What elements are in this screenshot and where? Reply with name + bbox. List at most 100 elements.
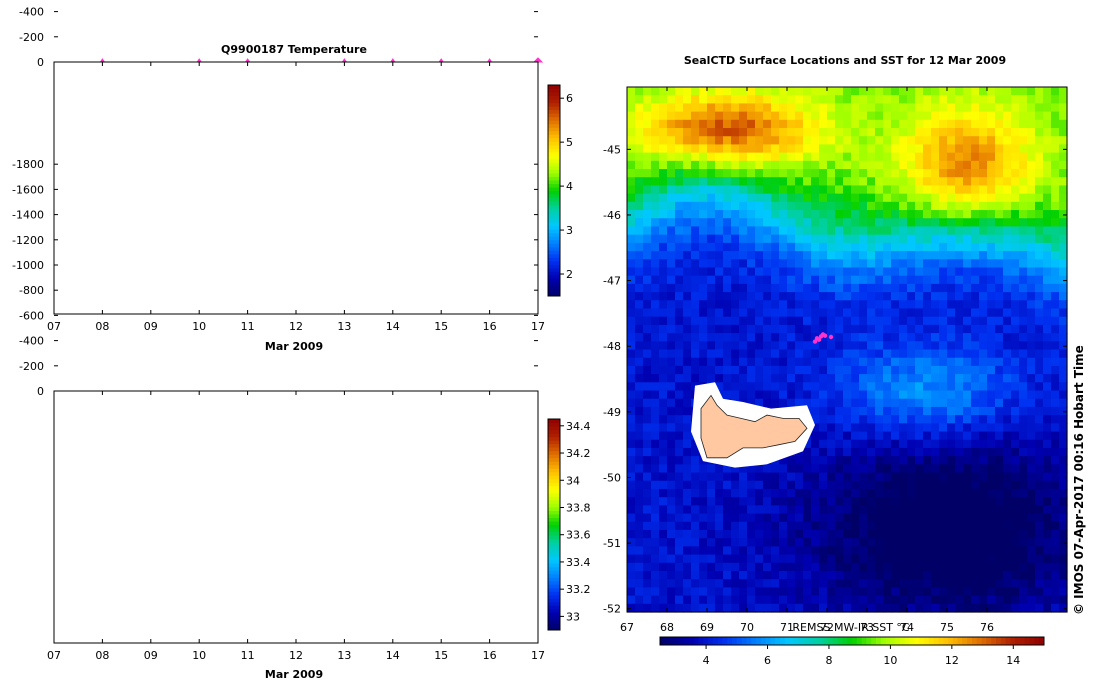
sst-cell xyxy=(835,398,844,408)
y-tick-label: 0 xyxy=(37,56,44,69)
sst-cell xyxy=(851,456,860,465)
sst-cell xyxy=(1051,357,1060,367)
sst-cell xyxy=(707,283,716,293)
sst-cell xyxy=(859,87,868,96)
sst-cell xyxy=(827,398,836,408)
sst-cell xyxy=(635,333,644,342)
sst-cell xyxy=(979,562,988,572)
sst-cell xyxy=(803,513,812,523)
sst-cell xyxy=(859,505,868,515)
sst-cell xyxy=(987,251,996,260)
sst-cell xyxy=(899,210,908,219)
colorbar-swatch xyxy=(688,637,695,645)
sst-cell xyxy=(803,136,812,146)
sst-cell xyxy=(979,521,988,531)
sst-cell xyxy=(963,538,972,547)
colorbar-swatch xyxy=(1034,637,1040,645)
sst-cell xyxy=(971,570,980,580)
colorbar-swatch xyxy=(548,92,560,97)
colorbar-swatch xyxy=(548,503,560,508)
sst-cell xyxy=(1035,169,1044,178)
sst-cell xyxy=(763,136,772,146)
colorbar-swatch xyxy=(548,225,560,230)
sst-cell xyxy=(955,283,964,293)
sst-cell xyxy=(763,603,772,613)
kerguelen-island-land xyxy=(691,382,815,468)
sst-cell xyxy=(859,333,868,342)
sst-cell xyxy=(1035,111,1044,121)
sst-cell xyxy=(707,218,716,228)
sst-cell xyxy=(907,169,916,178)
sst-cell xyxy=(931,300,940,310)
sst-cell xyxy=(731,177,740,187)
sst-cell xyxy=(907,587,916,597)
sst-cell xyxy=(723,357,732,367)
sst-cell xyxy=(859,152,868,162)
sst-cell xyxy=(651,226,660,236)
sst-cell xyxy=(899,234,908,244)
colorbar-swatch xyxy=(548,211,560,216)
sst-cell xyxy=(923,185,932,195)
sst-cell xyxy=(635,103,644,113)
sst-cell xyxy=(667,136,676,146)
sst-cell xyxy=(915,251,924,260)
sst-cell xyxy=(883,554,892,564)
sst-cell xyxy=(987,316,996,326)
colorbar-swatch xyxy=(962,637,968,645)
sst-cell xyxy=(979,119,988,129)
sst-cell xyxy=(627,456,636,465)
sst-cell xyxy=(627,365,636,375)
sst-cell xyxy=(659,300,668,310)
sst-cell xyxy=(811,562,820,572)
sst-cell xyxy=(803,341,812,351)
sst-cell xyxy=(947,169,956,178)
sst-cell xyxy=(859,119,868,129)
sst-cell xyxy=(787,210,796,219)
sst-cell xyxy=(627,251,636,260)
sst-cell xyxy=(835,333,844,342)
sst-cell xyxy=(939,308,948,318)
sst-cell xyxy=(811,357,820,367)
sst-cell xyxy=(939,554,948,564)
sst-cell xyxy=(971,259,980,269)
sst-cell xyxy=(667,308,676,318)
sst-cell xyxy=(1003,431,1012,441)
sst-cell xyxy=(835,595,844,605)
sst-cell xyxy=(627,119,636,129)
sst-cell xyxy=(979,579,988,588)
sst-cell xyxy=(1011,292,1020,301)
sst-cell xyxy=(843,267,852,277)
sst-cell xyxy=(883,538,892,547)
sst-cell xyxy=(643,152,652,162)
sst-cell xyxy=(963,193,972,203)
sst-cell xyxy=(915,431,924,441)
sst-cell xyxy=(651,497,660,506)
sst-cell xyxy=(875,316,884,326)
sst-cell xyxy=(915,128,924,137)
sst-cell xyxy=(683,447,692,457)
seal-track-points xyxy=(812,332,834,344)
sst-cell xyxy=(699,357,708,367)
sst-cell xyxy=(955,267,964,277)
sst-cell xyxy=(739,185,748,195)
sst-cell xyxy=(1059,136,1068,146)
sst-cell xyxy=(875,333,884,342)
sst-cell xyxy=(659,423,668,433)
sst-cell xyxy=(731,521,740,531)
sst-cell xyxy=(803,579,812,588)
sst-cell xyxy=(699,259,708,269)
sst-cell xyxy=(659,472,668,482)
sst-cell xyxy=(1043,267,1052,277)
sst-cell xyxy=(771,119,780,129)
sst-cell xyxy=(667,415,676,424)
sst-cell xyxy=(739,546,748,556)
sst-cell xyxy=(811,431,820,441)
sst-cell xyxy=(675,513,684,523)
sst-cell xyxy=(843,431,852,441)
sst-cell xyxy=(1003,357,1012,367)
sst-cell xyxy=(1035,521,1044,531)
sst-cell xyxy=(691,226,700,236)
sst-cell xyxy=(803,283,812,293)
sst-cell xyxy=(923,152,932,162)
sst-cell xyxy=(763,275,772,285)
